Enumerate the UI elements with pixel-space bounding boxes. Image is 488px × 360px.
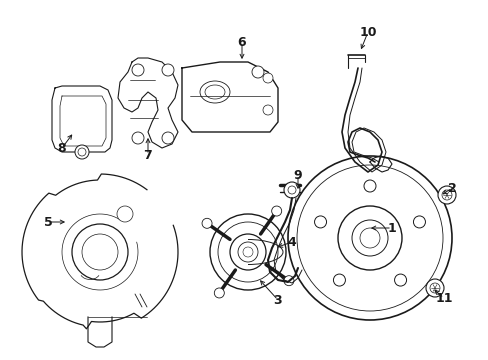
Text: 11: 11 xyxy=(434,292,452,305)
Circle shape xyxy=(251,66,264,78)
Circle shape xyxy=(162,132,174,144)
Circle shape xyxy=(132,64,143,76)
Circle shape xyxy=(209,214,285,290)
Polygon shape xyxy=(182,62,278,132)
Text: 4: 4 xyxy=(287,235,296,248)
Circle shape xyxy=(117,206,133,222)
Circle shape xyxy=(337,206,401,270)
Text: 1: 1 xyxy=(387,221,396,234)
Text: 7: 7 xyxy=(143,149,152,162)
Text: 2: 2 xyxy=(447,181,455,194)
Circle shape xyxy=(263,105,272,115)
Circle shape xyxy=(243,247,252,257)
Circle shape xyxy=(287,186,295,194)
Circle shape xyxy=(359,228,379,248)
Circle shape xyxy=(271,206,281,216)
Circle shape xyxy=(284,276,293,286)
Circle shape xyxy=(429,283,439,293)
Circle shape xyxy=(333,274,345,286)
Polygon shape xyxy=(22,174,178,329)
Text: 9: 9 xyxy=(293,168,302,181)
Circle shape xyxy=(351,220,387,256)
Circle shape xyxy=(363,180,375,192)
Text: 5: 5 xyxy=(43,216,52,229)
Circle shape xyxy=(162,64,174,76)
Polygon shape xyxy=(88,317,112,347)
Text: 8: 8 xyxy=(58,141,66,154)
Circle shape xyxy=(82,234,118,270)
Circle shape xyxy=(75,145,89,159)
Text: 10: 10 xyxy=(359,26,376,39)
Circle shape xyxy=(425,279,443,297)
Circle shape xyxy=(132,132,143,144)
Circle shape xyxy=(284,182,299,198)
Polygon shape xyxy=(52,86,112,152)
Circle shape xyxy=(202,218,212,228)
Circle shape xyxy=(218,222,278,282)
Circle shape xyxy=(296,165,442,311)
Circle shape xyxy=(229,234,265,270)
Circle shape xyxy=(238,242,258,262)
Circle shape xyxy=(214,288,224,298)
Text: 6: 6 xyxy=(237,36,246,49)
Text: 3: 3 xyxy=(273,293,282,306)
Circle shape xyxy=(314,216,326,228)
Polygon shape xyxy=(118,58,178,148)
Circle shape xyxy=(437,186,455,204)
Circle shape xyxy=(413,216,425,228)
Circle shape xyxy=(78,148,86,156)
Circle shape xyxy=(287,156,451,320)
Circle shape xyxy=(263,73,272,83)
Circle shape xyxy=(441,190,451,200)
Circle shape xyxy=(72,224,128,280)
Circle shape xyxy=(394,274,406,286)
